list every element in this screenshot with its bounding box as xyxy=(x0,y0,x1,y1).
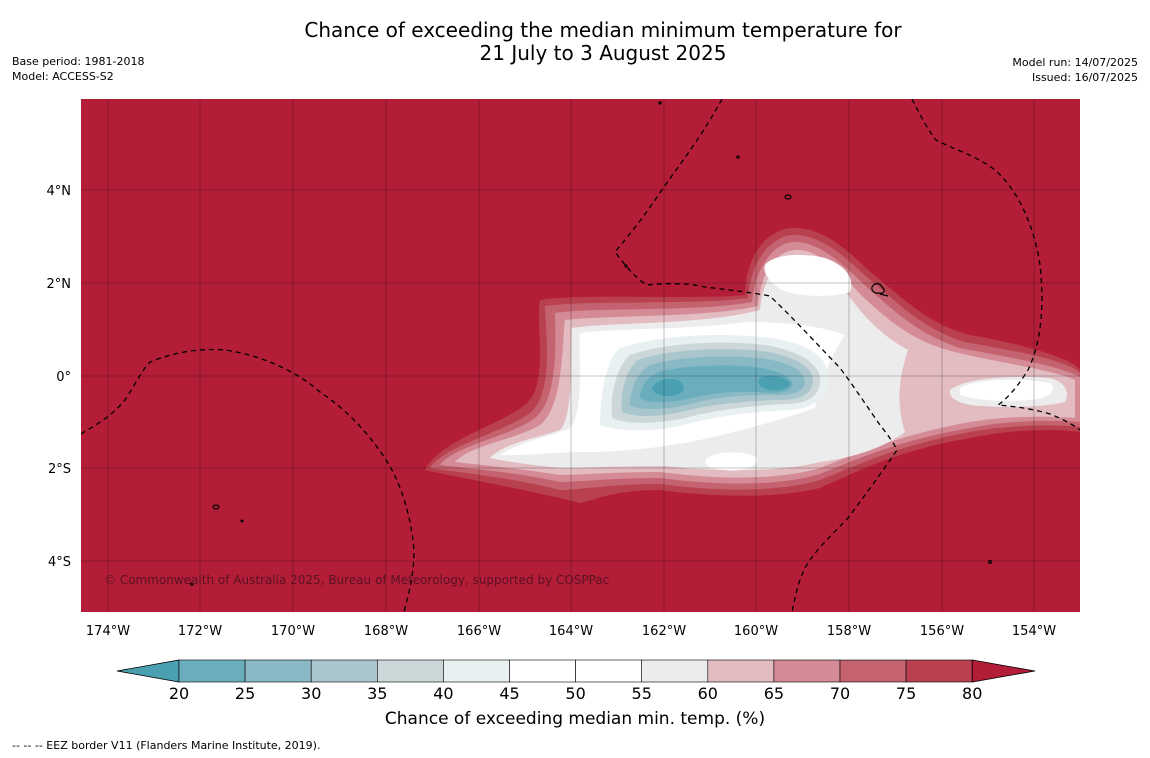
colorbar-tick-label: 50 xyxy=(565,684,585,703)
base-period: Base period: 1981-2018 xyxy=(12,55,145,68)
lon-tick-label: 160°W xyxy=(734,624,778,639)
lon-tick-label: 166°W xyxy=(457,624,501,639)
colorbar-tick-label: 35 xyxy=(367,684,387,703)
copyright-notice: © Commonwealth of Australia 2025, Bureau… xyxy=(104,573,609,587)
lon-tick-label: 154°W xyxy=(1012,624,1056,639)
colorbar-tick-label: 30 xyxy=(301,684,321,703)
island xyxy=(658,101,662,105)
meta-right: Model run: 14/07/2025 Issued: 16/07/2025 xyxy=(1012,55,1138,85)
colorbar-segment xyxy=(509,659,576,683)
colorbar-extend-high xyxy=(971,659,1036,683)
colorbar-tick-label: 40 xyxy=(433,684,453,703)
map-title-line1: Chance of exceeding the median minimum t… xyxy=(304,18,902,42)
colorbar-segment xyxy=(376,659,444,683)
lon-tick-label: 168°W xyxy=(364,624,408,639)
colorbar-tick-label: 25 xyxy=(235,684,255,703)
colorbar: 20 25 30 35 40 45 50 55 60 65 70 75 80 xyxy=(116,659,1036,703)
colorbar-extend-low xyxy=(116,659,180,683)
eez-border-central xyxy=(614,99,898,612)
lon-tick-label: 156°W xyxy=(920,624,964,639)
colorbar-segment xyxy=(244,659,312,683)
lon-tick-labels: 174°W 172°W 170°W 168°W 166°W 164°W 162°… xyxy=(86,624,1056,639)
lat-tick-label: 4°S xyxy=(48,555,71,570)
contour-50-north xyxy=(764,254,852,296)
colorbar-segment xyxy=(178,659,246,683)
lat-tick-label: 2°S xyxy=(48,462,71,477)
probability-field xyxy=(425,227,1080,503)
colorbar-tick-label: 75 xyxy=(896,684,916,703)
contour-20-west xyxy=(652,378,684,397)
lat-tick-label: 4°N xyxy=(47,184,72,199)
map-title-line2: 21 July to 3 August 2025 xyxy=(479,41,727,65)
model-name: Model: ACCESS-S2 xyxy=(12,70,114,83)
colorbar-tick-label: 65 xyxy=(764,684,784,703)
colorbar-tick-label: 55 xyxy=(632,684,652,703)
island xyxy=(871,283,889,297)
meta-left: Base period: 1981-2018 Model: ACCESS-S2 xyxy=(12,54,144,84)
island xyxy=(240,519,244,523)
colorbar-segment xyxy=(905,659,973,683)
colorbar-segment xyxy=(575,659,642,683)
contour-50-east xyxy=(960,379,1054,401)
contour-20-east xyxy=(758,375,790,391)
colorbar-segment xyxy=(443,659,510,683)
lon-tick-label: 158°W xyxy=(827,624,871,639)
colorbar-tick-label: 20 xyxy=(169,684,189,703)
issued-date: Issued: 16/07/2025 xyxy=(1031,71,1138,84)
colorbar-segment xyxy=(310,659,378,683)
islands xyxy=(190,101,992,586)
colorbar-segment xyxy=(641,659,709,683)
gridlines xyxy=(81,99,1080,612)
lat-tick-label: 2°N xyxy=(47,277,72,292)
colorbar-title: Chance of exceeding median min. temp. (%… xyxy=(384,709,766,729)
eez-legend-note: -- -- -- EEZ border V11 (Flanders Marine… xyxy=(12,739,321,752)
colorbar-tick-label: 45 xyxy=(499,684,519,703)
map-area: © Commonwealth of Australia 2025, Bureau… xyxy=(81,99,1080,612)
lon-tick-label: 172°W xyxy=(178,624,222,639)
lon-tick-label: 162°W xyxy=(642,624,686,639)
colorbar-segment xyxy=(773,659,841,683)
island xyxy=(784,194,792,200)
eez-borders xyxy=(81,99,1080,612)
lon-tick-label: 164°W xyxy=(549,624,593,639)
contour-50-south xyxy=(705,452,758,471)
colorbar-segment xyxy=(707,659,775,683)
colorbar-tick-label: 60 xyxy=(698,684,718,703)
colorbar-tick-label: 70 xyxy=(830,684,850,703)
island xyxy=(190,582,194,586)
map-title: Chance of exceeding the median minimum t… xyxy=(0,19,1150,65)
lon-tick-label: 170°W xyxy=(271,624,315,639)
island xyxy=(736,155,740,159)
lat-tick-label: 0° xyxy=(56,370,71,385)
model-run: Model run: 14/07/2025 xyxy=(1012,56,1138,69)
colorbar-segment xyxy=(839,659,907,683)
island xyxy=(624,264,628,268)
island xyxy=(987,559,992,564)
lat-tick-labels: 4°N 2°N 0° 2°S 4°S xyxy=(47,184,72,570)
lon-tick-label: 174°W xyxy=(86,624,130,639)
colorbar-tick-label: 80 xyxy=(962,684,982,703)
island xyxy=(212,504,220,510)
